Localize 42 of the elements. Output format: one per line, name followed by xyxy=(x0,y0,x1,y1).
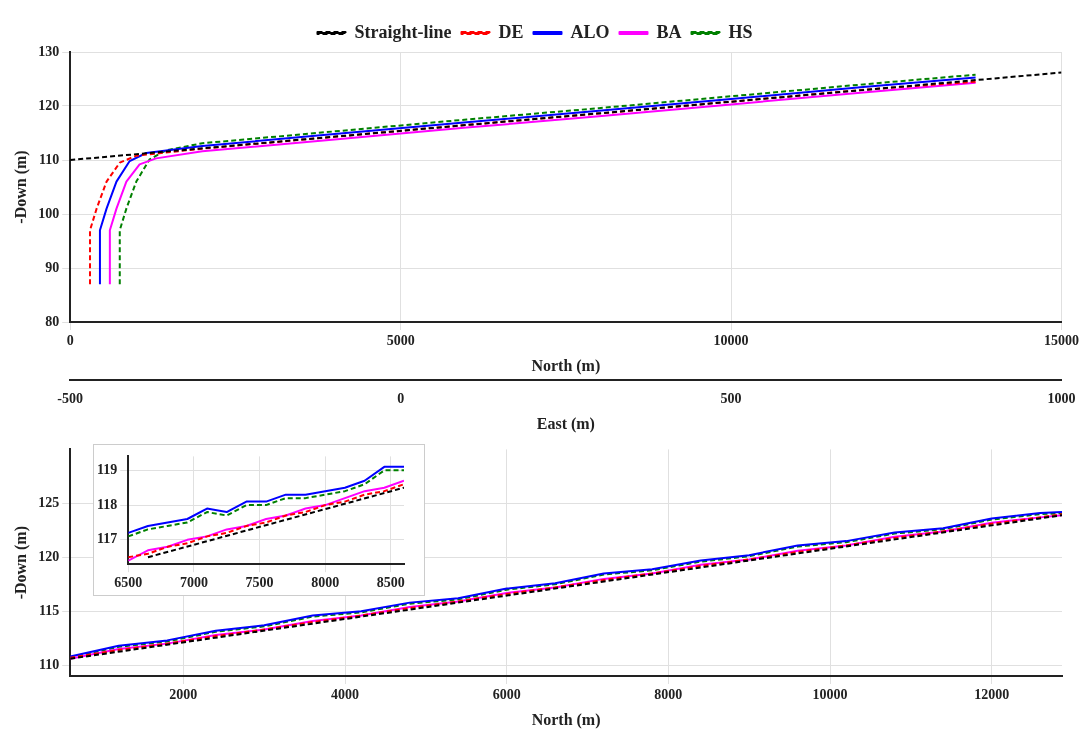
y-tick-label: 100 xyxy=(38,205,60,221)
x-tick-label: 10000 xyxy=(713,333,749,349)
legend-label: ALO xyxy=(570,21,610,42)
y-tick-label: 90 xyxy=(45,259,60,275)
x-tick-label: 8500 xyxy=(376,575,405,591)
y-tick-label: 80 xyxy=(45,313,60,329)
y-tick-label: 120 xyxy=(38,548,60,564)
x-tick-label: 0 xyxy=(66,333,74,349)
x2-tick-label: -500 xyxy=(57,391,84,407)
y-tick-label: 119 xyxy=(96,461,118,477)
legend-label: Straight-line xyxy=(354,21,452,42)
legend-label: BA xyxy=(656,21,682,42)
x-tick-label: 10000 xyxy=(812,687,848,703)
y-tick-label: 130 xyxy=(38,43,60,59)
y-axis-title: -Down (m) xyxy=(11,526,30,600)
y-axis-title: -Down (m) xyxy=(11,150,30,224)
legend-label: HS xyxy=(728,21,753,42)
x2-axis-title: East (m) xyxy=(536,414,595,433)
y-tick-label: 120 xyxy=(38,97,60,113)
x-axis-title: North (m) xyxy=(531,356,601,375)
y-tick-label: 125 xyxy=(38,494,60,510)
x-tick-label: 12000 xyxy=(974,687,1010,703)
x-tick-label: 6000 xyxy=(492,687,521,703)
y-tick-label: 118 xyxy=(96,496,118,512)
legend-label: DE xyxy=(498,21,524,42)
x-tick-label: 8000 xyxy=(311,575,340,591)
x2-tick-label: 0 xyxy=(397,391,405,407)
x-tick-label: 2000 xyxy=(169,687,198,703)
x-tick-label: 5000 xyxy=(386,333,415,349)
x-tick-label: 15000 xyxy=(1044,333,1079,349)
x-tick-label: 7500 xyxy=(245,575,274,591)
x2-tick-label: 1000 xyxy=(1047,391,1076,407)
x2-tick-label: 500 xyxy=(720,391,742,407)
x-tick-label: 6500 xyxy=(114,575,143,591)
y-tick-label: 110 xyxy=(38,656,60,672)
x-tick-label: 4000 xyxy=(331,687,360,703)
x-tick-label: 8000 xyxy=(654,687,683,703)
x-tick-label: 7000 xyxy=(179,575,208,591)
y-tick-label: 110 xyxy=(38,151,60,167)
y-tick-label: 115 xyxy=(38,602,60,618)
y-tick-label: 117 xyxy=(96,531,118,547)
x-axis-title: North (m) xyxy=(531,710,601,729)
